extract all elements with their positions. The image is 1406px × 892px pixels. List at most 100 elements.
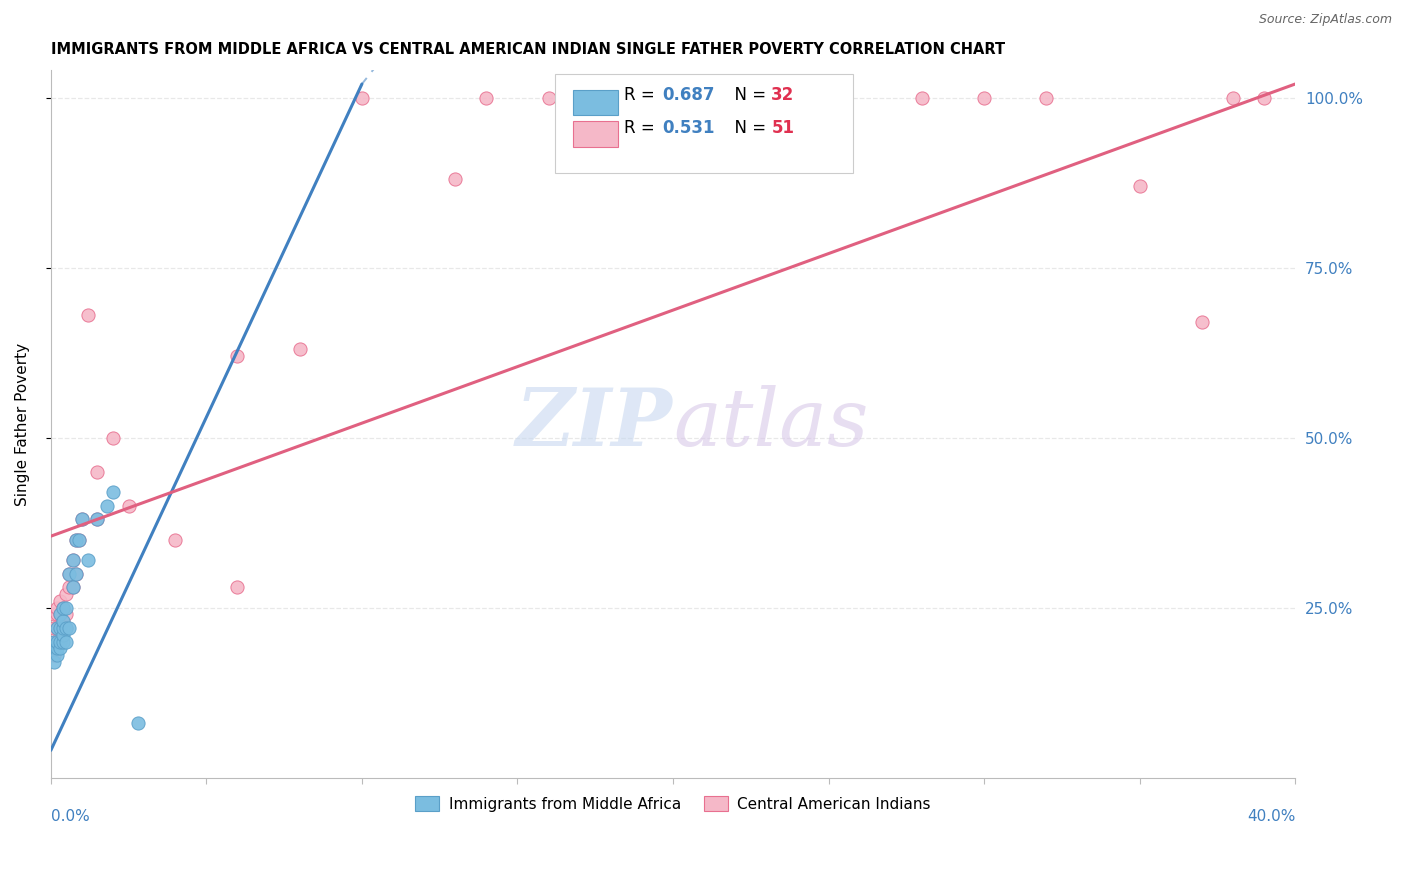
Point <box>86 512 108 526</box>
Text: Source: ZipAtlas.com: Source: ZipAtlas.com <box>1258 13 1392 27</box>
Point <box>117 499 139 513</box>
Y-axis label: Single Father Poverty: Single Father Poverty <box>15 343 30 506</box>
Point <box>77 308 100 322</box>
Point <box>49 594 72 608</box>
Point <box>599 90 621 104</box>
Point <box>537 90 560 104</box>
Point <box>46 621 69 635</box>
Point <box>55 587 77 601</box>
Point <box>46 634 69 648</box>
Point <box>55 621 77 635</box>
Text: IMMIGRANTS FROM MIDDLE AFRICA VS CENTRAL AMERICAN INDIAN SINGLE FATHER POVERTY C: IMMIGRANTS FROM MIDDLE AFRICA VS CENTRAL… <box>51 42 1005 57</box>
Point <box>49 621 72 635</box>
Point <box>1129 179 1152 194</box>
Point <box>65 566 87 581</box>
Point <box>350 90 373 104</box>
Point <box>52 600 75 615</box>
Text: 32: 32 <box>772 87 794 104</box>
Text: 40.0%: 40.0% <box>1247 809 1295 824</box>
Point <box>77 553 100 567</box>
Point <box>62 553 84 567</box>
Point <box>1191 315 1213 329</box>
Point <box>226 580 249 594</box>
Point <box>52 621 75 635</box>
Point <box>42 648 65 663</box>
Text: R =: R = <box>624 87 661 104</box>
Point <box>58 566 80 581</box>
Point <box>65 533 87 547</box>
Point <box>55 634 77 648</box>
Point <box>52 614 75 628</box>
Point <box>973 90 995 104</box>
Point <box>46 634 69 648</box>
Point <box>165 533 187 547</box>
Point <box>49 607 72 622</box>
Text: 0.0%: 0.0% <box>51 809 90 824</box>
Point <box>52 614 75 628</box>
Point <box>70 512 93 526</box>
Text: atlas: atlas <box>673 385 869 463</box>
Point <box>46 600 69 615</box>
Point <box>662 90 685 104</box>
Point <box>101 485 124 500</box>
Point <box>475 90 498 104</box>
Text: N =: N = <box>724 120 772 137</box>
Point <box>58 566 80 581</box>
Text: R =: R = <box>624 120 661 137</box>
Point <box>631 90 654 104</box>
Point <box>693 90 716 104</box>
Point <box>1222 90 1244 104</box>
Point <box>49 634 72 648</box>
Point <box>46 607 69 622</box>
Text: 0.531: 0.531 <box>662 120 714 137</box>
FancyBboxPatch shape <box>574 89 619 115</box>
Point <box>65 533 87 547</box>
Point <box>226 349 249 363</box>
Point <box>86 512 108 526</box>
Point <box>49 607 72 622</box>
Point <box>55 600 77 615</box>
Text: N =: N = <box>724 87 772 104</box>
Point <box>55 607 77 622</box>
Point <box>62 580 84 594</box>
Point <box>42 655 65 669</box>
Point <box>42 634 65 648</box>
Point <box>444 172 467 186</box>
Point <box>1035 90 1057 104</box>
Point <box>62 553 84 567</box>
Point <box>42 607 65 622</box>
Point <box>42 621 65 635</box>
Point <box>52 634 75 648</box>
FancyBboxPatch shape <box>555 74 853 173</box>
Point <box>46 641 69 656</box>
Text: 51: 51 <box>772 120 794 137</box>
Point <box>46 648 69 663</box>
Point <box>55 621 77 635</box>
Point <box>42 641 65 656</box>
FancyBboxPatch shape <box>574 121 619 147</box>
Point <box>67 533 90 547</box>
Text: 0.687: 0.687 <box>662 87 714 104</box>
Point <box>52 600 75 615</box>
Point <box>49 641 72 656</box>
Legend: Immigrants from Middle Africa, Central American Indians: Immigrants from Middle Africa, Central A… <box>408 789 939 820</box>
Point <box>127 716 149 731</box>
Text: ZIP: ZIP <box>516 385 673 463</box>
Point <box>46 621 69 635</box>
Point <box>817 90 839 104</box>
Point <box>67 533 90 547</box>
Point <box>49 621 72 635</box>
Point <box>58 580 80 594</box>
Point <box>62 580 84 594</box>
Point <box>96 499 118 513</box>
Point <box>1253 90 1275 104</box>
Point <box>911 90 934 104</box>
Point <box>42 634 65 648</box>
Point <box>101 431 124 445</box>
Point <box>65 566 87 581</box>
Point <box>49 634 72 648</box>
Point <box>58 621 80 635</box>
Point <box>86 465 108 479</box>
Point <box>724 90 747 104</box>
Point <box>70 512 93 526</box>
